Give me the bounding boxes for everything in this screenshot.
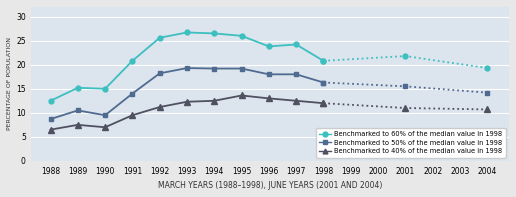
X-axis label: MARCH YEARS (1988–1998), JUNE YEARS (2001 AND 2004): MARCH YEARS (1988–1998), JUNE YEARS (200… [158,181,382,190]
Y-axis label: PERCENTAGE OF POPULATION: PERCENTAGE OF POPULATION [7,37,12,130]
Legend: Benchmarked to 60% of the median value in 1998, Benchmarked to 50% of the median: Benchmarked to 60% of the median value i… [316,128,506,158]
